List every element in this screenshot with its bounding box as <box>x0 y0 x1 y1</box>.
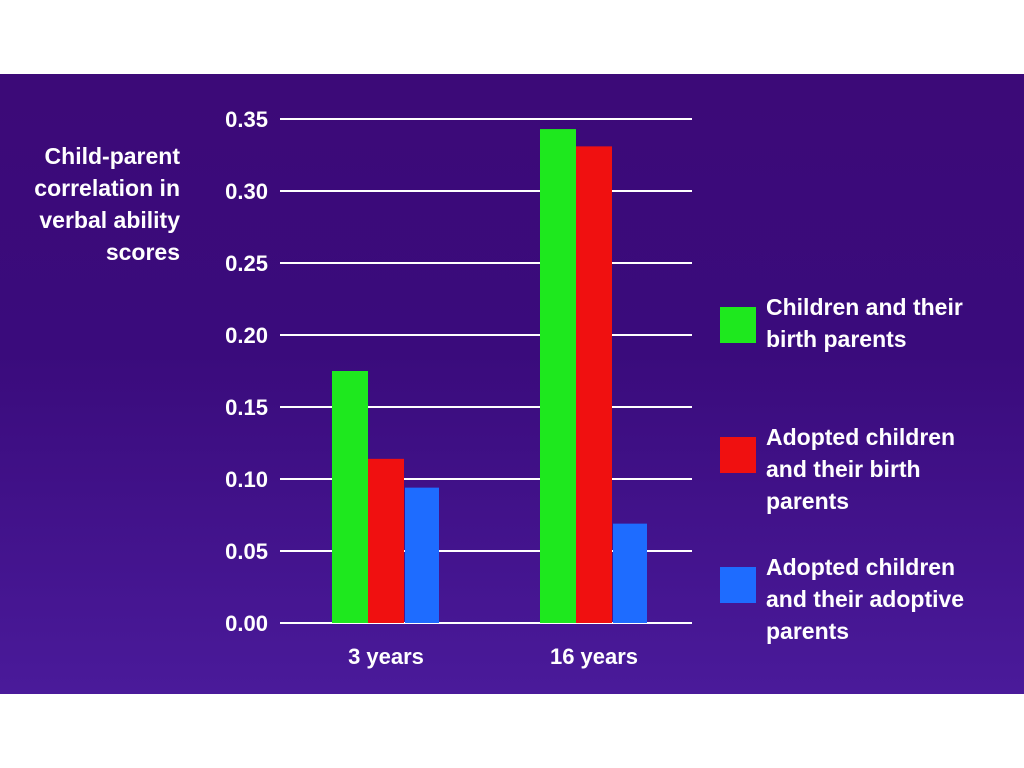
legend-line: and their birth <box>766 456 921 482</box>
y-axis-label-line: scores <box>105 239 180 265</box>
legend-line: parents <box>766 488 850 514</box>
y-tick-label: 0.15 <box>225 395 268 420</box>
legend-line: Adopted children <box>766 554 956 580</box>
legend-swatch-green <box>720 307 756 343</box>
bar-chart: 0.00 0.05 0.10 0.15 0.20 0.25 0.30 0.35 3 years 1… <box>225 107 692 669</box>
legend-swatch-blue <box>720 567 756 603</box>
legend-line: birth parents <box>766 326 907 352</box>
legend: Children and their birth parents Adopted… <box>720 291 1020 681</box>
legend-text: Adopted children and their birth parents <box>766 421 1016 517</box>
legend-line: and their adoptive <box>766 586 965 612</box>
bar <box>368 458 404 623</box>
legend-item-adopted-birth: Adopted children and their birth parents <box>720 421 1020 551</box>
bar <box>540 129 576 623</box>
legend-text: Adopted children and their adoptive pare… <box>766 551 1016 647</box>
y-tick-label: 0.30 <box>225 179 268 204</box>
y-tick-label: 0.05 <box>225 539 268 564</box>
x-category-label: 3 years <box>348 644 424 669</box>
y-tick-label: 0.35 <box>225 107 268 132</box>
legend-item-adopted-adoptive: Adopted children and their adoptive pare… <box>720 551 1020 681</box>
legend-swatch-red <box>720 437 756 473</box>
legend-text: Children and their birth parents <box>766 291 1016 355</box>
y-axis-label-line: correlation in <box>34 175 180 201</box>
chart-slide: Child-parent correlation in verbal abili… <box>0 74 1024 694</box>
x-category-label: 16 years <box>550 644 638 669</box>
y-tick-label: 0.25 <box>225 251 268 276</box>
legend-line: Adopted children <box>766 424 956 450</box>
bar <box>332 371 368 623</box>
legend-item-birth: Children and their birth parents <box>720 291 1020 421</box>
y-axis-label-line: verbal ability <box>39 207 180 233</box>
y-axis-label-line: Child-parent <box>44 143 180 169</box>
bar <box>405 487 439 623</box>
bar <box>613 523 647 623</box>
legend-line: parents <box>766 618 850 644</box>
y-tick-label: 0.20 <box>225 323 268 348</box>
y-axis-label: Child-parent correlation in verbal abili… <box>8 140 180 268</box>
legend-line: Children and their <box>766 294 963 320</box>
y-tick-label: 0.00 <box>225 611 268 636</box>
y-tick-label: 0.10 <box>225 467 268 492</box>
bar <box>576 146 612 624</box>
